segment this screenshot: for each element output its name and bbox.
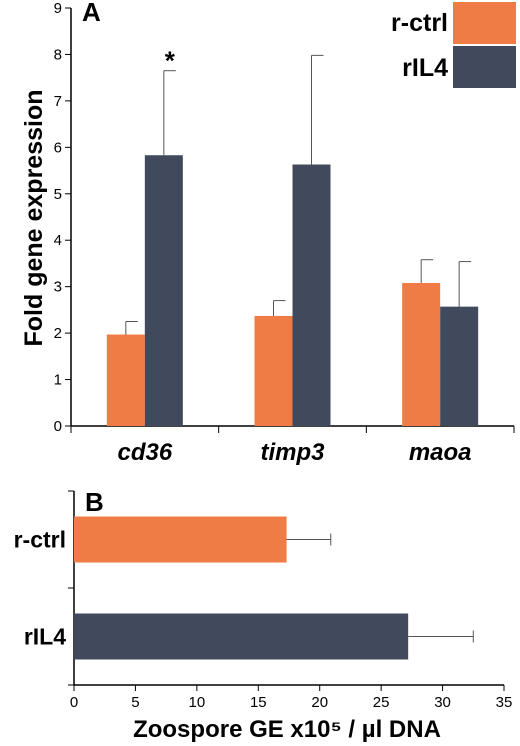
hbar-ril4 (74, 614, 408, 660)
significance-marker: * (165, 46, 176, 76)
b-x-tick-label: 0 (70, 694, 78, 711)
y-tick-label: 9 (54, 0, 62, 17)
b-x-tick-label: 15 (250, 694, 267, 711)
panel-b-label: B (85, 487, 104, 517)
y-tick-label: 5 (54, 186, 62, 203)
legend-swatch-r-ctrl (453, 2, 516, 44)
legend-label-r-ctrl: r-ctrl (391, 9, 448, 37)
b-x-tick-label: 35 (496, 694, 513, 711)
bar-r-ctrl-maoa (402, 283, 440, 426)
y-tick-label: 0 (54, 418, 62, 435)
panel-b-chart: B Zoospore GE x10⁵ / µl DNA 0 5 10 15 20 25 30… (14, 487, 513, 743)
b-x-tick-label: 25 (373, 694, 390, 711)
y-axis-label: Fold gene expression (20, 89, 48, 346)
y-tick-label: 1 (54, 372, 62, 389)
y-tick-label: 7 (54, 93, 62, 110)
y-tick-label: 6 (54, 139, 62, 156)
legend-swatch-ril4 (453, 46, 516, 88)
bar-ril4-maoa (440, 307, 478, 426)
bar-r-ctrl-cd36 (107, 335, 145, 426)
bar-r-ctrl-timp3 (255, 316, 293, 426)
x-axis-label: Zoospore GE x10⁵ / µl DNA (133, 716, 441, 743)
b-x-tick-label: 30 (434, 694, 451, 711)
panel-a-label: A (82, 0, 101, 27)
hbar-r-ctrl (74, 517, 287, 563)
b-category-label: r-ctrl (14, 527, 66, 553)
x-category-label: cd36 (117, 439, 172, 466)
b-x-tick-label: 10 (189, 694, 206, 711)
y-tick-label: 3 (54, 279, 62, 296)
b-category-label: rIL4 (24, 624, 66, 650)
b-x-tick-label: 5 (131, 694, 139, 711)
legend: r-ctrl rIL4 (391, 2, 516, 88)
b-x-tick-label: 20 (311, 694, 328, 711)
x-category-label: maoa (409, 439, 472, 466)
bar-ril4-timp3 (293, 165, 331, 426)
x-category-label: timp3 (260, 439, 325, 466)
panel-a-chart: A Fold gene expression r-ctrl rIL4 0 1 2 3 4… (20, 0, 516, 466)
legend-label-ril4: rIL4 (402, 54, 448, 82)
y-tick-label: 4 (54, 232, 62, 249)
y-tick-label: 2 (54, 325, 62, 342)
bar-ril4-cd36 (145, 155, 183, 426)
y-tick-label: 8 (54, 46, 62, 63)
